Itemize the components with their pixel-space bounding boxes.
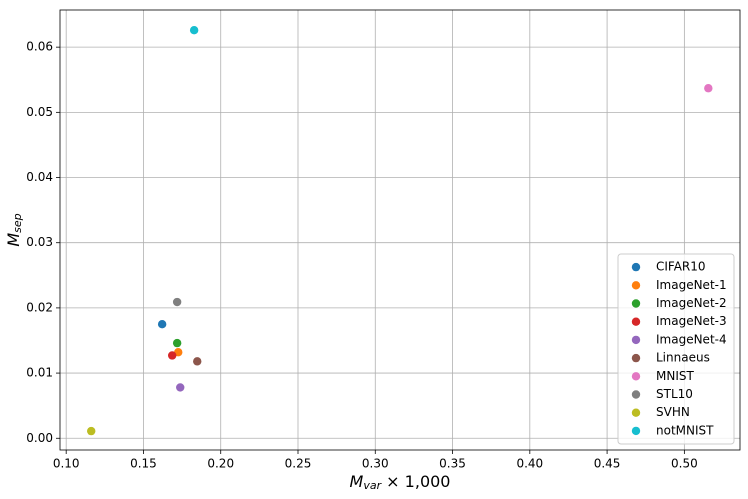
point bbox=[176, 383, 185, 392]
point bbox=[704, 84, 713, 93]
legend-label: ImageNet-3 bbox=[656, 314, 727, 328]
legend-marker bbox=[631, 299, 641, 308]
x-tick-label: 0.20 bbox=[207, 457, 234, 471]
point bbox=[193, 357, 202, 366]
point bbox=[157, 319, 167, 329]
x-label-sub: var bbox=[363, 479, 382, 492]
y-tick-label: 0.00 bbox=[26, 431, 53, 445]
x-tick-label: 0.30 bbox=[362, 457, 389, 471]
point bbox=[87, 426, 96, 436]
ticks: 0.10 0.15 0.20 0.25 0.30 0.35 0.40 0.45 0.50 0.00… bbox=[26, 40, 697, 471]
legend-label: STL10 bbox=[656, 387, 693, 401]
x-axis-label: Mvar × 1,000 bbox=[350, 472, 451, 493]
x-tick-label: 0.40 bbox=[516, 457, 543, 471]
legend-marker bbox=[631, 317, 641, 326]
x-label-rest: × 1,000 bbox=[381, 472, 450, 491]
point bbox=[189, 26, 199, 35]
marks bbox=[87, 26, 713, 436]
legend-label: CIFAR10 bbox=[656, 260, 706, 274]
x-tick-label: 0.50 bbox=[671, 457, 698, 471]
y-tick-label: 0.06 bbox=[26, 40, 53, 54]
legend-label: ImageNet-4 bbox=[656, 332, 727, 346]
y-tick-label: 0.02 bbox=[26, 300, 53, 314]
y-label-main: M bbox=[4, 233, 23, 247]
legend-label: SVHN bbox=[656, 405, 690, 419]
legend-label: ImageNet-1 bbox=[656, 278, 727, 292]
legend: CIFAR10 ImageNet-1 ImageNet-2 ImageNet-3 Ima… bbox=[617, 253, 735, 445]
legend-marker bbox=[631, 335, 641, 345]
point bbox=[168, 351, 177, 360]
legend-label: ImageNet-2 bbox=[656, 296, 727, 310]
legend-marker bbox=[631, 262, 641, 272]
legend-marker bbox=[631, 372, 641, 381]
y-label-sub: sep bbox=[11, 213, 24, 232]
legend-marker bbox=[631, 281, 641, 290]
legend-marker bbox=[631, 390, 641, 399]
legend-box bbox=[617, 253, 735, 445]
x-tick-label: 0.45 bbox=[594, 457, 621, 471]
point bbox=[172, 338, 182, 348]
y-tick-label: 0.05 bbox=[26, 105, 53, 119]
legend-label: notMNIST bbox=[656, 423, 714, 437]
x-label-main: M bbox=[350, 472, 364, 491]
legend-label: MNIST bbox=[656, 369, 694, 383]
x-tick-label: 0.35 bbox=[439, 457, 466, 471]
y-axis-label: Msep bbox=[4, 213, 25, 246]
x-tick-label: 0.15 bbox=[130, 457, 157, 471]
y-tick-label: 0.04 bbox=[26, 170, 53, 184]
point bbox=[172, 297, 182, 307]
legend-marker bbox=[631, 426, 641, 436]
y-tick-label: 0.03 bbox=[26, 235, 53, 249]
y-tick-label: 0.01 bbox=[26, 366, 53, 380]
x-tick-label: 0.10 bbox=[53, 457, 80, 471]
legend-marker bbox=[631, 408, 641, 417]
legend-label: Linnaeus bbox=[656, 351, 710, 365]
plot-frame bbox=[59, 9, 741, 451]
legend-marker bbox=[631, 353, 641, 363]
x-tick-label: 0.25 bbox=[285, 457, 312, 471]
